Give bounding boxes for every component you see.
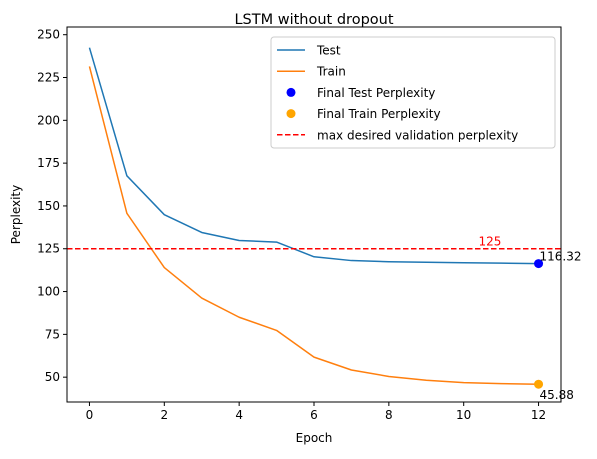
legend-label-final-train: Final Train Perplexity (317, 107, 441, 121)
y-tick-label: 200 (37, 113, 60, 127)
y-axis-label: Perplexity (9, 185, 23, 245)
legend-swatch-final-test (286, 87, 296, 97)
y-tick-label: 75 (45, 327, 60, 341)
final-point-train (534, 379, 544, 389)
x-tick-label: 4 (235, 408, 243, 422)
y-tick-label: 225 (37, 71, 60, 85)
x-tick-label: 2 (160, 408, 168, 422)
y-tick-label: 50 (45, 370, 60, 384)
legend-box (270, 36, 556, 149)
reference-line-label: 125 (478, 235, 501, 249)
y-tick-label: 250 (37, 28, 60, 42)
legend-label-final-test: Final Test Perplexity (317, 86, 435, 100)
x-tick-label: 6 (310, 408, 318, 422)
y-tick-label: 175 (37, 156, 60, 170)
legend-swatch-final-train (286, 109, 296, 119)
legend-label-test: Test (316, 44, 341, 58)
x-axis-label: Epoch (296, 431, 333, 445)
final-point-label-train: 45.88 (540, 388, 574, 402)
series-line-test (88, 47, 539, 265)
legend: Test Train Final Test Perplexity Final Trai… (270, 36, 556, 149)
legend-label-train: Train (316, 65, 346, 79)
chart-title: LSTM without dropout (234, 12, 393, 28)
x-axis-ticks: 0 2 4 6 8 10 12 (86, 402, 546, 422)
y-tick-label: 100 (37, 285, 60, 299)
final-point-test (534, 259, 544, 269)
series-line-train (88, 66, 539, 385)
x-tick-label: 0 (86, 408, 94, 422)
y-tick-label: 150 (37, 199, 60, 213)
x-tick-label: 12 (531, 408, 546, 422)
x-tick-label: 8 (385, 408, 393, 422)
y-axis-ticks: 50 75 100 125 150 175 200 225 250 (37, 28, 67, 384)
legend-label-max-desired: max desired validation perplexity (317, 128, 518, 142)
x-tick-label: 10 (456, 408, 471, 422)
y-tick-label: 125 (37, 242, 60, 256)
